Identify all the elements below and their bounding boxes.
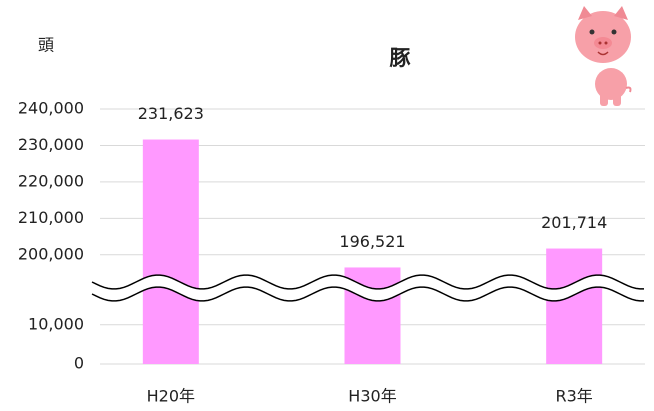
y-axis-unit: 頭 [38,36,54,55]
y-tick-label: 230,000 [18,135,84,154]
x-tick-label: H30年 [348,387,396,406]
pig-illustration [575,6,631,106]
value-label: 201,714 [541,213,607,232]
chart-title: 豚 [390,46,411,70]
y-tick-label: 210,000 [18,208,84,227]
y-tick-label: 220,000 [18,171,84,190]
chart: 頭 豚 0 10,000 200,000 210,000 220,000 230,000 2… [0,0,654,411]
value-label: 231,623 [138,104,204,123]
y-tick-label: 200,000 [18,244,84,263]
y-tick-label: 10,000 [28,314,84,333]
x-tick-label: H20年 [147,387,195,406]
y-tick-label: 240,000 [18,99,84,118]
x-tick-label: R3年 [556,387,593,406]
y-tick-label: 0 [74,354,84,373]
bar [143,140,199,364]
bar [546,249,602,364]
value-label: 196,521 [339,232,405,251]
page: {"chart_data": {"type": "bar", "title": … [0,0,654,411]
